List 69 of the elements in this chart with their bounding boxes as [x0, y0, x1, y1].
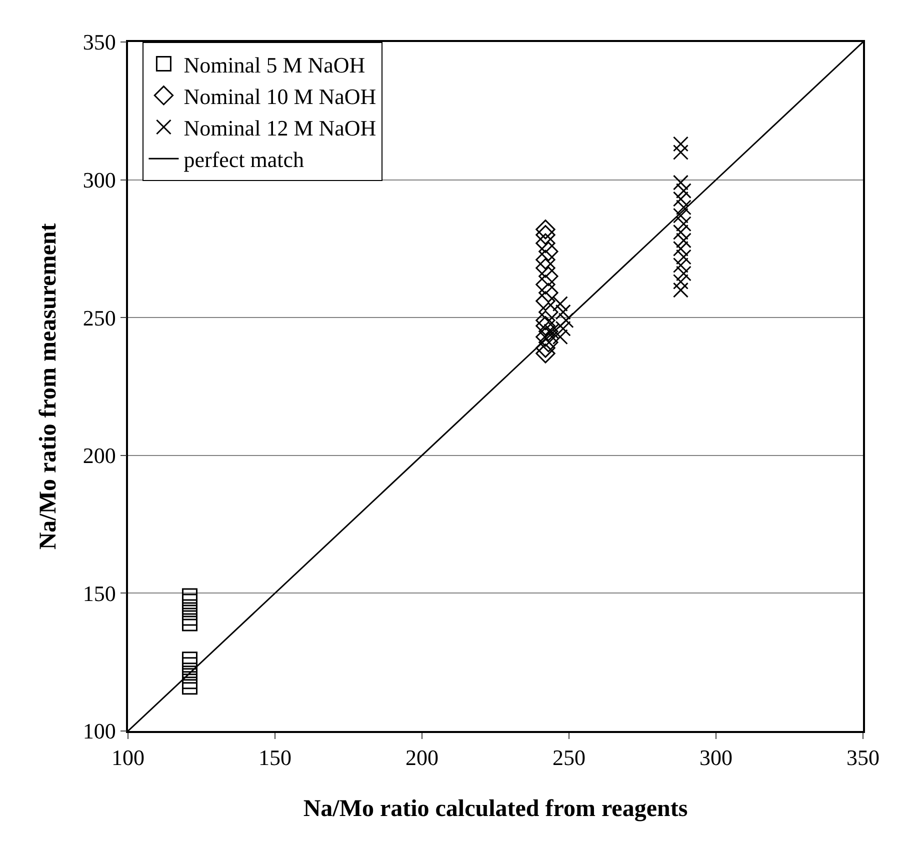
point — [182, 662, 198, 678]
point — [552, 296, 568, 312]
point — [182, 652, 198, 668]
point — [538, 332, 558, 352]
point — [536, 327, 556, 347]
point — [536, 274, 556, 294]
point — [672, 136, 688, 152]
x-tick-label: 150 — [258, 745, 292, 770]
point — [182, 604, 198, 620]
point — [558, 312, 574, 328]
point — [536, 250, 556, 270]
point — [536, 338, 556, 358]
x-tick-label: 250 — [552, 745, 586, 770]
point — [182, 674, 198, 690]
point — [182, 657, 198, 673]
point — [538, 266, 558, 286]
point — [182, 588, 198, 604]
point — [676, 183, 692, 199]
point — [538, 282, 558, 303]
point — [676, 216, 692, 232]
point — [676, 266, 692, 282]
point — [672, 257, 688, 273]
y-tick-label: 100 — [82, 718, 116, 744]
point — [538, 322, 558, 342]
legend-label: Nominal 10 M NaOH — [184, 84, 376, 109]
point — [536, 316, 556, 336]
point — [676, 249, 692, 265]
x-tick-label: 200 — [406, 745, 438, 770]
point — [676, 200, 692, 216]
point — [672, 191, 688, 207]
point — [182, 668, 198, 684]
point — [672, 144, 688, 160]
point — [182, 616, 198, 632]
point — [536, 258, 556, 278]
point — [552, 329, 568, 345]
point — [536, 344, 556, 364]
point — [182, 610, 198, 626]
point — [538, 242, 558, 262]
point — [182, 594, 198, 610]
point — [672, 282, 688, 298]
point — [536, 310, 556, 330]
point — [555, 320, 571, 336]
x-axis-title: Na/Mo ratio calculated from reagents — [303, 796, 688, 822]
x-tick-label: 300 — [700, 745, 732, 770]
y-tick-label: 350 — [82, 30, 116, 55]
point — [672, 240, 688, 256]
point — [536, 225, 556, 245]
y-tick-label: 150 — [82, 580, 116, 606]
point — [536, 233, 556, 254]
x-tick-label: 350 — [846, 745, 880, 770]
point — [672, 174, 688, 190]
y-tick-label: 200 — [82, 443, 116, 468]
x-tick-label: 100 — [112, 745, 144, 770]
point — [672, 224, 688, 240]
legend-label: perfect match — [184, 147, 304, 172]
point — [672, 208, 688, 224]
point — [672, 274, 688, 290]
point — [676, 232, 692, 248]
point — [182, 679, 198, 695]
point — [182, 599, 198, 615]
legend-label: Nominal 5 M NaOH — [184, 52, 366, 78]
point — [536, 291, 556, 311]
legend-label: Nominal 12 M NaOH — [184, 116, 376, 141]
y-tick-label: 300 — [82, 168, 116, 192]
y-tick-label: 250 — [82, 305, 116, 330]
point — [538, 302, 558, 322]
point — [536, 220, 556, 240]
y-axis-title: Na/Mo ratio from measurement — [35, 223, 62, 550]
point — [555, 304, 571, 320]
